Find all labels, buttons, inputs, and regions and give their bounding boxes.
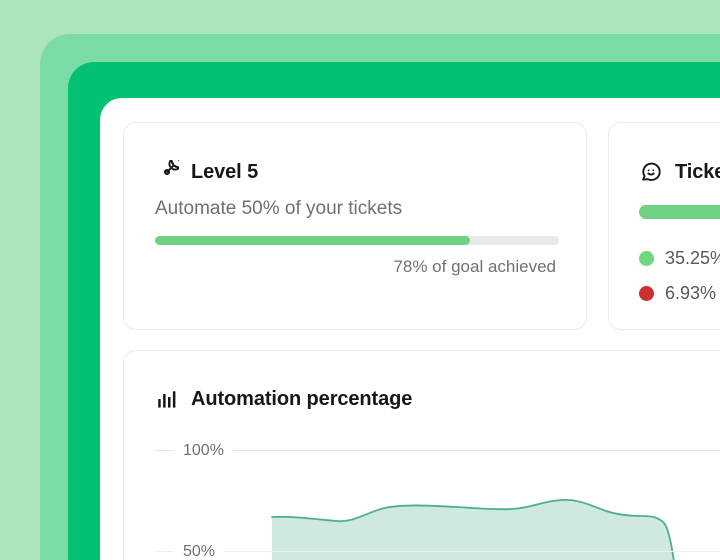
ytick-label-100: 100% xyxy=(174,441,233,460)
legend-positive: 35.25% xyxy=(639,248,720,269)
goal-progress-caption: 78% of goal achieved xyxy=(393,257,556,276)
level-card: Level 5 Automate 50% of your tickets 78%… xyxy=(123,122,587,330)
automation-card-header: Automation percentage xyxy=(155,387,412,411)
automation-chart: 100% 50% xyxy=(124,431,720,560)
legend-negative: 6.93% N xyxy=(639,283,720,304)
legend-label-positive: 35.25% xyxy=(665,248,720,268)
chart-line xyxy=(271,499,675,560)
satisfaction-card-header: Ticke xyxy=(639,160,720,184)
automation-percentage-card: Automation percentage 100% 50% xyxy=(123,350,720,560)
satisfaction-card-title: Ticke xyxy=(675,160,720,183)
legend-label-negative: 6.93% N xyxy=(665,283,720,303)
legend-dot-negative xyxy=(639,286,654,301)
goal-progress-fill xyxy=(155,236,471,245)
bar-chart-icon xyxy=(155,387,179,411)
legend-dot-positive xyxy=(639,251,654,266)
ytick-label-50: 50% xyxy=(174,542,225,560)
goal-progress-bar xyxy=(155,236,559,245)
chart-area-fill xyxy=(272,499,674,560)
level-card-subtitle: Automate 50% of your tickets xyxy=(155,198,403,219)
gridline-50 xyxy=(155,551,720,552)
dashboard-panel: Level 5 Automate 50% of your tickets 78%… xyxy=(100,98,720,560)
chat-smiley-icon xyxy=(639,160,663,184)
automation-card-title: Automation percentage xyxy=(191,387,413,410)
automation-chart-plot xyxy=(271,499,675,560)
level-card-title: Level 5 xyxy=(191,160,259,183)
ticket-satisfaction-card: Ticke 35.25% 6.93% N xyxy=(608,122,720,330)
gridline-100 xyxy=(155,450,720,451)
level-card-header: Level 5 xyxy=(155,148,259,184)
target-goal-icon xyxy=(155,148,191,184)
satisfaction-bar xyxy=(639,205,720,219)
